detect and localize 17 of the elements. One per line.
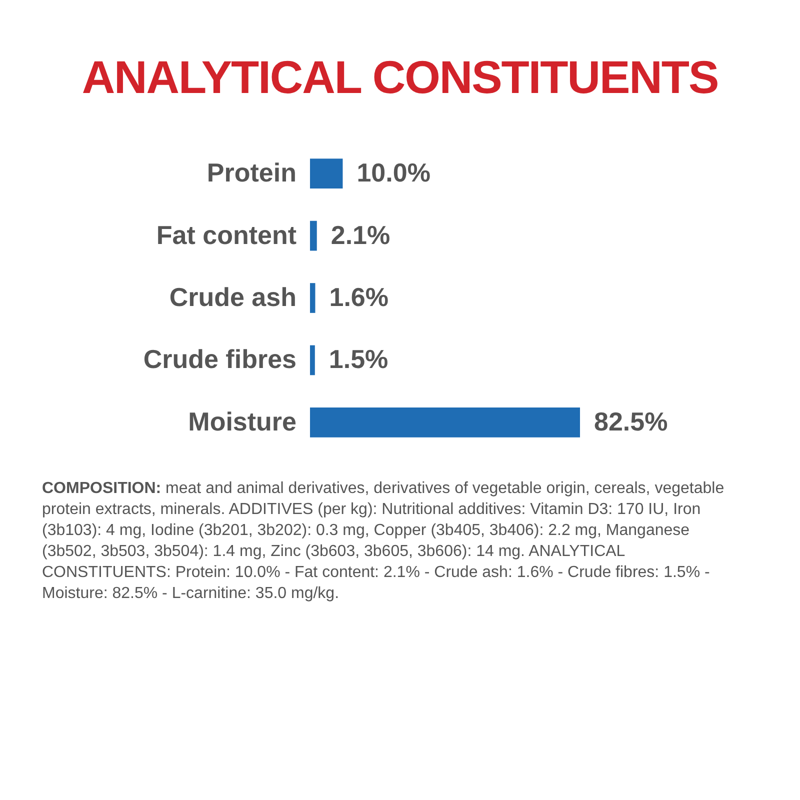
y-tick-label: Fat content	[156, 220, 297, 250]
data-label: 1.5%	[328, 344, 388, 374]
bar	[310, 158, 343, 189]
data-label: 2.1%	[330, 220, 390, 250]
y-tick-label: Protein	[206, 158, 296, 188]
y-tick-label: Crude fibres	[143, 344, 296, 374]
bar	[310, 283, 316, 313]
bar	[310, 220, 317, 251]
y-tick-label: Moisture	[188, 406, 296, 436]
data-label: 1.6%	[329, 282, 388, 312]
chart-title: ANALYTICAL CONSTITUENTS	[80, 50, 720, 104]
bar	[310, 407, 580, 438]
data-label: 10.0%	[356, 158, 430, 188]
bar	[310, 345, 315, 376]
data-label: 82.5%	[594, 406, 668, 436]
y-tick-label: Crude ash	[169, 282, 296, 312]
text: COMPOSITION: meat and animal derivatives, derivatives of vegetable origin, cereals, vegetable protein extracts, minerals. ADDITIVES (per kg): Nutritional additives: Vitamin D3: 170 IU, Iron (3b103): 4 mg, Iodine (3b201, 3b202): 0.3 mg, Copper (3b405, 3b406): 2.2 mg, Manganese (3b502, 3b503, 3b504): 1.4 mg, Zinc (3b603, 3b605, 3b606): 14 mg. ANALYTICAL CONSTITUENTS: Protein: 10.0% - Fat content: 2.1% - Crude ash: 1.6% - Crude fibres: 1.5% - Moisture: 82.5% - L-carnitine: 35.0 mg/kg.	[42, 479, 726, 604]
